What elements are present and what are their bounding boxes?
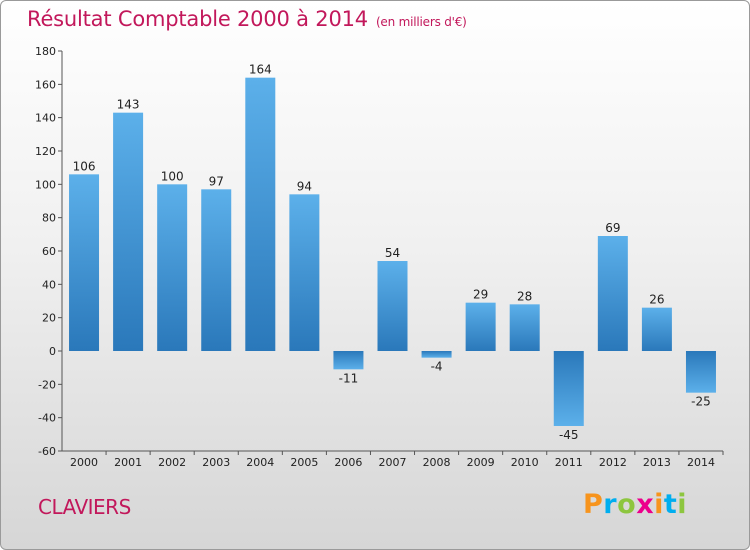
bar	[597, 236, 628, 351]
bar	[685, 351, 716, 393]
bar-value-label: 100	[161, 169, 184, 183]
y-tick-label: 140	[35, 112, 56, 125]
bar-value-label: 143	[117, 98, 140, 112]
bar	[333, 351, 364, 370]
x-tick-label: 2013	[643, 456, 671, 469]
logo-letter: i	[677, 489, 688, 520]
logo-letter: x	[636, 489, 655, 520]
y-tick-label: -20	[38, 378, 56, 391]
x-tick-label: 2010	[511, 456, 539, 469]
y-tick-label: -40	[38, 412, 56, 425]
y-tick-label: 0	[49, 345, 56, 358]
logo-letter: t	[663, 489, 678, 520]
y-tick-label: 40	[42, 278, 56, 291]
bar-value-label: 106	[73, 159, 96, 173]
x-tick-label: 2007	[379, 456, 407, 469]
logo-letter: o	[617, 489, 637, 520]
bar-value-label: -25	[691, 395, 711, 409]
bar-value-label: 29	[473, 288, 488, 302]
bar	[553, 351, 584, 426]
bar-value-label: 54	[385, 246, 400, 260]
y-tick-label: -60	[38, 445, 56, 458]
bar	[377, 261, 408, 351]
bar-value-label: 28	[517, 289, 532, 303]
bar	[157, 184, 188, 351]
x-tick-label: 2001	[114, 456, 142, 469]
x-tick-label: 2005	[290, 456, 318, 469]
bar-value-label: 69	[605, 221, 620, 235]
commune-name: CLAVIERS	[38, 495, 131, 519]
bar	[245, 77, 276, 352]
x-tick-label: 2000	[70, 456, 98, 469]
bar-value-label: -11	[339, 371, 359, 385]
bar	[641, 307, 672, 351]
y-tick-label: 80	[42, 212, 56, 225]
bar	[465, 302, 496, 351]
bar-value-label: 164	[249, 63, 272, 77]
y-tick-label: 60	[42, 245, 56, 258]
y-tick-label: 20	[42, 312, 56, 325]
y-tick-label: 160	[35, 78, 56, 91]
x-tick-label: 2006	[334, 456, 362, 469]
y-tick-label: 120	[35, 145, 56, 158]
x-tick-label: 2014	[687, 456, 715, 469]
x-tick-label: 2008	[423, 456, 451, 469]
y-tick-label: 180	[35, 45, 56, 58]
bar	[421, 351, 452, 358]
chart-title-text: Résultat Comptable 2000 à 2014	[27, 7, 368, 31]
x-tick-label: 2012	[599, 456, 627, 469]
bar	[289, 194, 320, 351]
logo-letter: r	[603, 489, 618, 520]
bar	[509, 304, 540, 351]
bar-value-label: 94	[297, 179, 312, 193]
chart-title: Résultat Comptable 2000 à 2014 (en millie…	[27, 7, 467, 31]
logo-letter: P	[583, 489, 604, 520]
x-tick-label: 2011	[555, 456, 583, 469]
x-tick-label: 2009	[467, 456, 495, 469]
bar	[113, 112, 144, 352]
bar	[201, 189, 232, 351]
bar-value-label: -45	[559, 428, 579, 442]
chart-subtitle: (en milliers d'€)	[375, 15, 467, 29]
proxiti-logo: Proxiti	[583, 489, 687, 520]
x-tick-label: 2003	[202, 456, 230, 469]
bar-value-label: 26	[649, 293, 664, 307]
bar-value-label: 97	[209, 174, 224, 188]
y-tick-label: 100	[35, 178, 56, 191]
x-tick-label: 2004	[246, 456, 274, 469]
x-tick-label: 2002	[158, 456, 186, 469]
logo-letter: i	[654, 489, 664, 520]
bar	[69, 174, 100, 351]
bar-value-label: -4	[431, 360, 443, 374]
